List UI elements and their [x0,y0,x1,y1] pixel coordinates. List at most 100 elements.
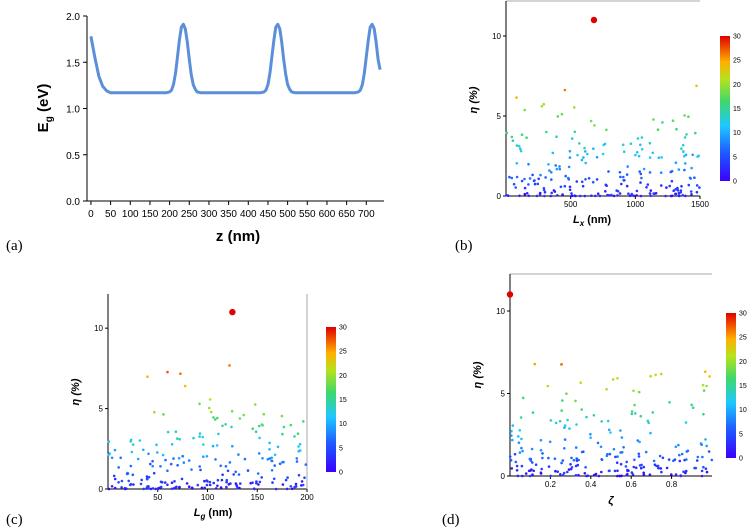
panel-c-point [187,485,191,489]
panel-c-point [258,480,262,484]
panel-d-point [615,461,619,465]
panel-b-point [629,142,633,145]
panel-d-point [702,389,706,392]
panel-d-point [568,427,571,430]
panel-d-point [616,455,619,458]
panel-c-point [125,487,128,491]
panel-c-point [149,462,152,466]
panel-c-point [169,462,173,466]
panel-b-point [554,164,557,167]
panel-d-point [636,439,640,442]
panel-d-x-label: ζ [608,495,614,507]
panel-c-point [177,456,181,460]
panel-c-point [219,464,222,468]
panel-d-point [518,429,522,432]
panel-c-colorbar-tick-label: 10 [339,421,347,428]
panel-b-y-ticks: 0 5 10 [492,32,506,201]
panel-d-point [684,471,687,475]
panel-c-point [112,474,116,478]
panel-c-point [142,448,145,452]
panel-b-point [589,119,593,123]
panel-d-point [600,458,603,461]
panel-d-point [589,432,592,436]
panel-b-point [618,192,622,195]
panel-b-point [573,106,576,109]
panel-b-point [544,176,547,179]
panel-c-point [270,456,274,460]
panel-d-point [516,474,520,478]
panel-b-point [622,150,626,153]
panel-d-point [541,452,544,455]
panel-b-point [505,131,509,135]
panel-b-point [535,194,539,198]
panel-a-y-tick-label: 1.0 [66,105,80,116]
panel-d-point [660,470,663,474]
panel-b-x-ticks: 500 1000 1500 [564,196,709,209]
panel-d-point [657,466,660,470]
panel-c-point [255,480,258,483]
panel-d-point [659,467,663,470]
panel-d-point [613,469,617,473]
panel-b-point [511,139,515,142]
panel-c-point [159,465,162,468]
panel-b-point [683,168,686,172]
panel-d-point [605,454,609,458]
panel-c-point [205,483,209,487]
panel-d-point [530,447,534,451]
panel-a-x-label: z (nm) [216,228,260,245]
panel-c-point [270,459,273,463]
panel-d-colorbar-tick-label: 0 [739,456,743,463]
panel-d-point [649,374,652,378]
panel-b-point [560,112,564,116]
panel-b-point [575,180,579,183]
panel-d-point [700,474,704,478]
panel-c-point [149,487,153,491]
panel-d-point [547,456,550,460]
panel-c-point [209,410,213,414]
panel-c-point [159,485,163,489]
panel-c-point [129,464,133,468]
panel-c-point [237,473,241,476]
panel-c-point [108,452,111,455]
panel-d-point [618,474,621,478]
panel-b-point [540,105,544,108]
panel-c-point [187,459,191,462]
panel-c-x-label-main: L [194,507,201,519]
panel-b-point [576,153,579,157]
panel-b-point [607,170,610,173]
panel-b-point [573,130,577,134]
panel-c-point [131,473,135,477]
panel-d-point [642,465,646,469]
panel-c-point [164,458,167,462]
panel-c-point [202,455,205,459]
panel-c-point [208,398,212,401]
panel-a-x-tick-label: 100 [122,209,139,220]
panel-d-point [638,440,641,444]
panel-c-point [217,432,220,436]
panel-b-point [517,144,521,148]
panel-b-point [583,194,587,198]
panel-a-x-tick-label: 0 [88,209,94,220]
panel-a-x-tick-label: 550 [299,209,316,220]
panel-d-point [620,451,624,454]
panel-c-point [201,435,204,439]
panel-c-point [147,452,150,456]
panel-b-point [559,185,563,189]
panel-b-point [536,182,540,186]
panel-b-x-tick-label: 1000 [626,200,644,209]
panel-b-point [651,151,655,155]
panel-a-y-ticks: 0.0 0.5 1.0 1.5 2.0 [66,12,87,208]
panel-c-point [252,487,256,491]
panel-d-point [553,457,557,461]
panel-a-y-label-unit: (eV) [35,84,52,117]
panel-b-point [648,141,652,145]
panel-b-point [568,149,572,153]
panel-c-point [294,482,298,486]
panel-b-point [519,147,522,150]
panel-d-point [634,412,637,415]
panel-c-point [216,484,219,488]
panel-b-y-tick-label: 5 [497,112,502,121]
panel-b-point [684,162,687,165]
panel-c-point [257,452,261,455]
